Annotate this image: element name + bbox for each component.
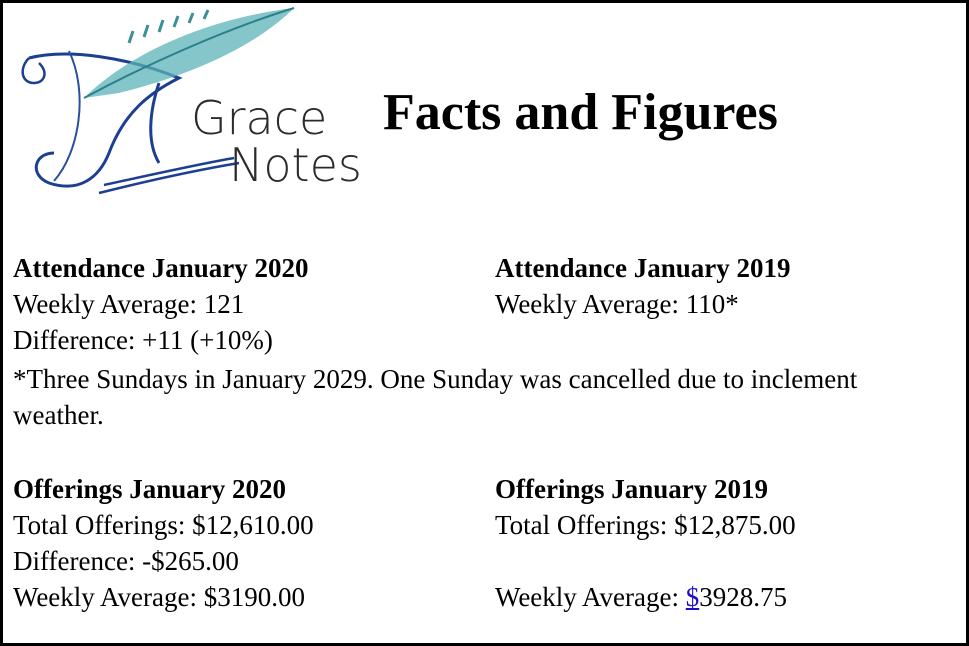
section-heading: Attendance January 2020 (13, 253, 309, 283)
page-title: Facts and Figures (383, 84, 778, 141)
amount: 3928.75 (699, 582, 787, 612)
label: Weekly Average: (495, 582, 679, 612)
weekly-average: Weekly Average: $3928.75 (495, 582, 787, 613)
text-line: Weekly Average: $3190.00 (13, 582, 305, 612)
text-line: Total Offerings: $12,875.00 (495, 510, 796, 540)
section-heading: Offerings January 2020 (13, 474, 286, 504)
logo-line: Grace (191, 91, 328, 145)
link[interactable]: $ (685, 582, 700, 612)
note: *Three Sundays in January 2029. One Sund… (13, 364, 858, 430)
text-line: Difference: -$265.00 (13, 546, 239, 576)
text-line: Difference: +11 (+10%) (13, 325, 273, 355)
logo-line: Notes (229, 138, 362, 192)
section-heading: Offerings January 2019 (495, 474, 768, 504)
text-line: Weekly Average: 121 (13, 289, 245, 319)
text-line: Total Offerings: $12,610.00 (13, 510, 314, 540)
section-heading: Attendance January 2019 (495, 253, 791, 283)
logo-art (21, 7, 295, 195)
text-line: Weekly Average: 110* (495, 289, 739, 319)
